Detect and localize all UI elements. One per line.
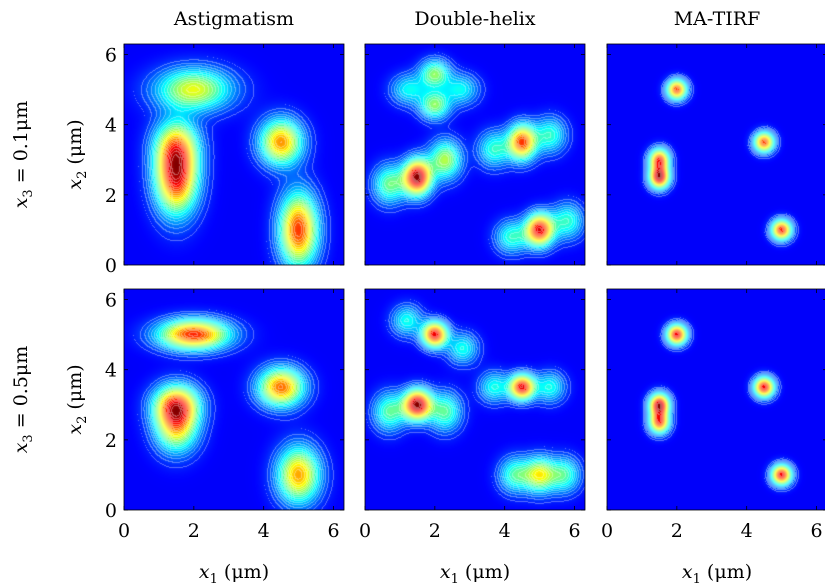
panel-frame <box>606 288 825 511</box>
x-tick-label: 4 <box>499 520 511 542</box>
heatmap-image <box>124 44 344 265</box>
heatmap-panel-r0-c1 <box>364 43 586 266</box>
x-tick-label: 2 <box>671 520 683 542</box>
panel-frame <box>606 43 825 266</box>
panel-frame <box>123 288 345 511</box>
x-tick-label: 0 <box>601 520 613 542</box>
x-tick-label: 6 <box>568 520 580 542</box>
x-axis-label: x1 (μm) <box>682 561 752 586</box>
y-tick-label: 2 <box>105 430 117 452</box>
heatmap-image <box>124 289 344 510</box>
x-tick-label: 4 <box>258 520 270 542</box>
y-tick-label: 4 <box>105 115 117 137</box>
y-tick-label: 6 <box>105 45 117 67</box>
panel-frame <box>364 288 586 511</box>
y-tick-label: 6 <box>105 290 117 312</box>
x-tick-label: 6 <box>327 520 339 542</box>
x-tick-label: 6 <box>810 520 822 542</box>
x-tick-label: 0 <box>359 520 371 542</box>
heatmap-panel-r1-c0 <box>123 288 345 511</box>
x-tick-label: 4 <box>741 520 753 542</box>
x-tick-label: 0 <box>118 520 130 542</box>
heatmap-panel-r0-c0 <box>123 43 345 266</box>
column-title: Astigmatism <box>173 8 294 30</box>
heatmap-image <box>607 44 825 265</box>
row-label: x3 = 0.1μm <box>10 101 36 209</box>
y-tick-label: 0 <box>105 500 117 522</box>
heatmap-panel-r1-c2 <box>606 288 825 511</box>
y-axis-label: x2 (μm) <box>64 364 90 434</box>
heatmap-image <box>607 289 825 510</box>
y-tick-label: 2 <box>105 185 117 207</box>
x-axis-label: x1 (μm) <box>440 561 510 586</box>
y-tick-label: 4 <box>105 360 117 382</box>
y-axis-label: x2 (μm) <box>64 119 90 189</box>
heatmap-panel-r0-c2 <box>606 43 825 266</box>
heatmap-image <box>365 289 585 510</box>
panel-frame <box>364 43 586 266</box>
column-title: Double-helix <box>414 8 535 30</box>
heatmap-image <box>365 44 585 265</box>
x-tick-label: 2 <box>429 520 441 542</box>
row-label: x3 = 0.5μm <box>10 346 36 454</box>
panels-layer <box>123 43 825 511</box>
panel-frame <box>123 43 345 266</box>
y-tick-label: 0 <box>105 255 117 277</box>
column-title: MA-TIRF <box>674 8 761 30</box>
x-tick-label: 2 <box>188 520 200 542</box>
heatmap-panel-r1-c1 <box>364 288 586 511</box>
x-axis-label: x1 (μm) <box>199 561 269 586</box>
